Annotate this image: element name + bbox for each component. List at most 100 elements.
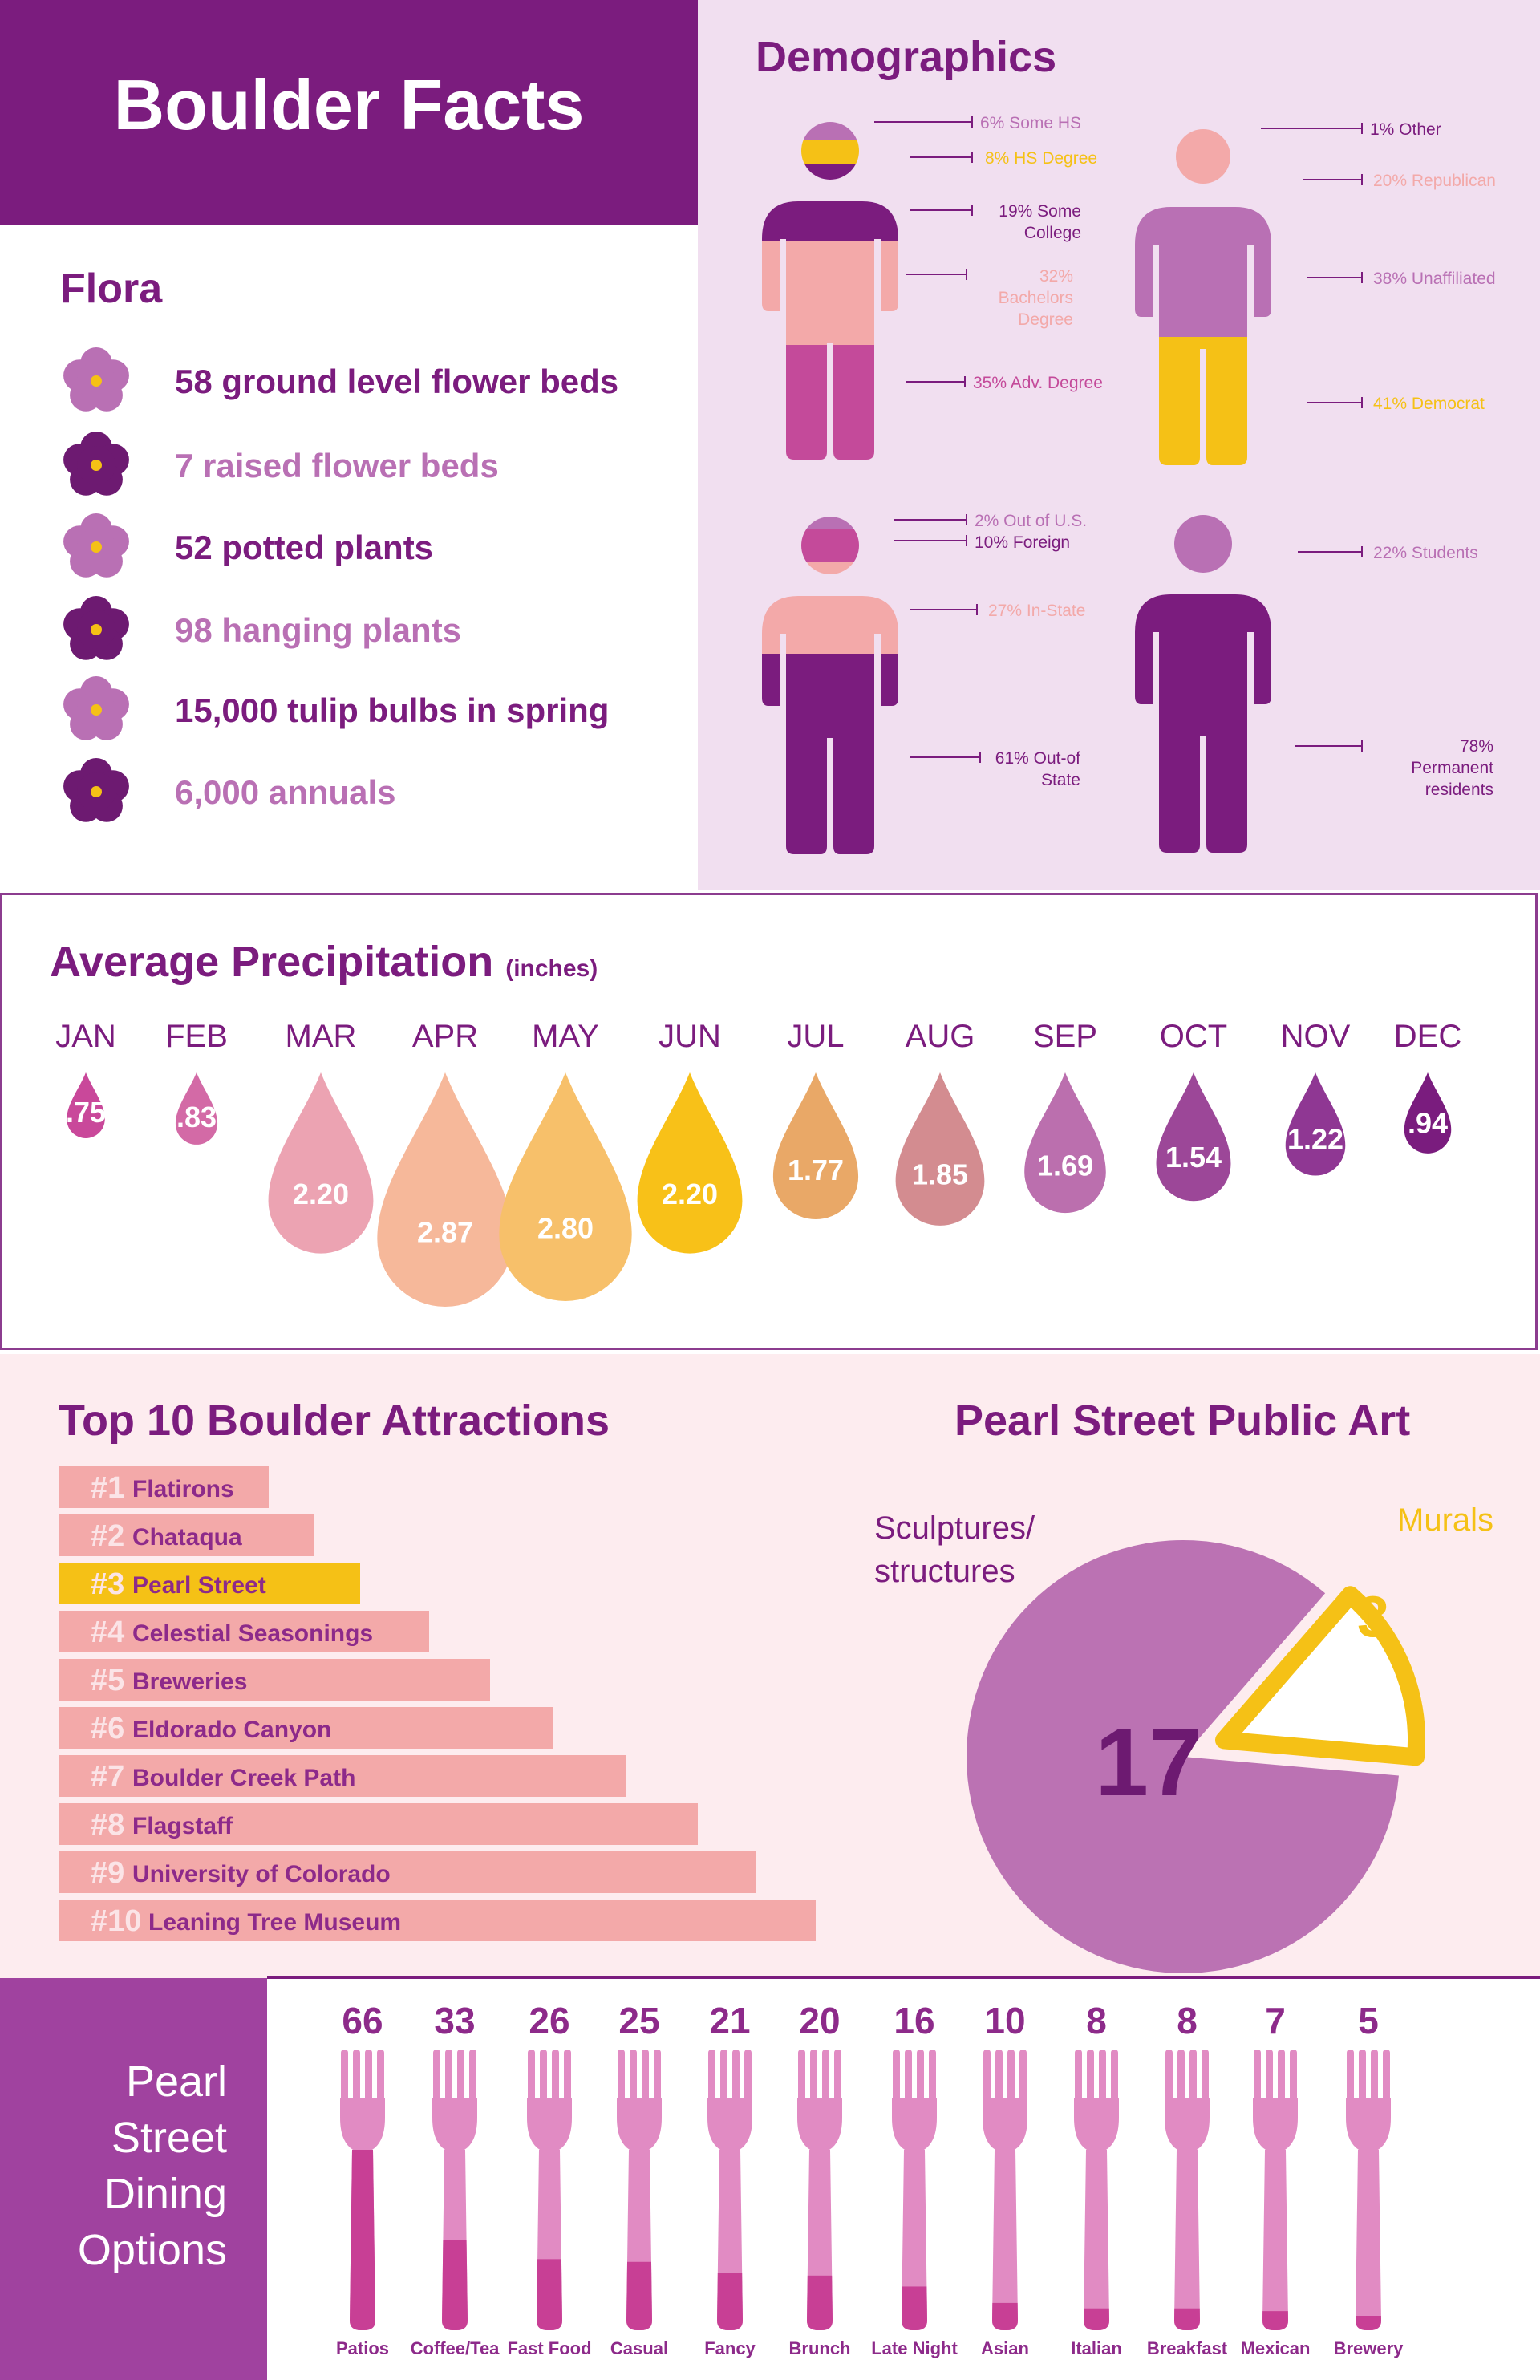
flora-item: 6,000 annuals — [60, 756, 686, 828]
flower-icon — [63, 513, 129, 578]
attraction-rank: #10 — [91, 1904, 142, 1938]
precip-drop: MAR 2.20 — [268, 1019, 374, 1254]
drop-shape — [772, 1072, 859, 1220]
demographic-label: 78% Permanent residents — [1411, 737, 1493, 799]
fork-count: 16 — [894, 2000, 934, 2041]
attraction-rank: #7 — [91, 1760, 125, 1794]
drop-shape — [637, 1072, 743, 1254]
month-label: SEP — [1033, 1019, 1097, 1054]
demographic-label: 2% Out of U.S. — [975, 512, 1088, 530]
drop-shape — [67, 1072, 105, 1138]
month-label: JUN — [659, 1019, 721, 1054]
month-label: NOV — [1281, 1019, 1351, 1054]
precip-drop: JAN .75 — [55, 1019, 116, 1138]
dining-title-line: Street — [111, 2114, 227, 2162]
demographic-label: 8% HS Degree — [985, 149, 1098, 168]
demographic-label: 19% Some College — [999, 202, 1081, 242]
month-label: JUL — [787, 1019, 844, 1054]
fork-fill-level — [717, 2273, 743, 2330]
demographic-label: 61% Out-of State — [995, 749, 1080, 789]
pie-value-sculptures: 17 — [1095, 1709, 1202, 1816]
page-title: Boulder Facts — [113, 65, 585, 144]
attraction-bar: #4 Celestial Seasonings — [59, 1611, 429, 1652]
attraction-name: Leaning Tree Museum — [148, 1909, 402, 1936]
fork-fill-level — [1262, 2311, 1288, 2330]
flower-icon — [63, 432, 129, 496]
drop-value-label: 2.20 — [662, 1178, 718, 1210]
fork-label: Mexican — [1241, 2338, 1311, 2358]
fork-label: Coffee/Tea — [411, 2338, 500, 2358]
flora-item: 7 raised flower beds — [60, 429, 686, 501]
person-figure — [1135, 129, 1271, 465]
precipitation-chart: JAN .75 FEB .83 MAR 2.20 APR 2.87 MAY 2.80 JUN 2.20… — [55, 1019, 1461, 1307]
attraction-name: Celestial Seasonings — [132, 1620, 374, 1647]
precip-drop: NOV 1.22 — [1281, 1019, 1351, 1176]
flora-item-text: 15,000 tulip bulbs in spring — [175, 691, 610, 729]
demographic-label: 22% Students — [1373, 544, 1478, 562]
precip-drop: OCT 1.54 — [1156, 1019, 1231, 1202]
pie-label-murals: Murals — [1397, 1502, 1493, 1538]
attraction-name: Pearl Street — [132, 1572, 266, 1599]
fork-count: 25 — [618, 2000, 659, 2041]
demographic-label: 6% Some HS — [980, 114, 1082, 132]
person-figure — [762, 122, 898, 460]
demographic-label: 10% Foreign — [975, 533, 1071, 552]
month-label: DEC — [1394, 1019, 1461, 1054]
person-figure — [1135, 515, 1271, 853]
attraction-bar: #8 Flagstaff — [59, 1803, 698, 1845]
flora-item-text: 52 potted plants — [175, 529, 434, 566]
pie-slice-sculptures — [967, 1540, 1399, 1973]
fork-label: Fancy — [704, 2338, 756, 2358]
pie-slice-murals — [1214, 1586, 1425, 1766]
fork-count: 33 — [434, 2000, 475, 2041]
drop-value-label: 1.69 — [1037, 1149, 1093, 1182]
drop-shape — [1024, 1072, 1106, 1214]
fork-icon — [1346, 2050, 1391, 2330]
fork-icon — [617, 2050, 662, 2330]
attraction-rank: #5 — [91, 1664, 125, 1697]
drop-value-label: .75 — [66, 1096, 106, 1129]
fork-fill-level — [350, 2150, 375, 2330]
attraction-bar: #3 Pearl Street — [59, 1563, 360, 1604]
attraction-bar: #9 University of Colorado — [59, 1851, 756, 1893]
fork-count: 10 — [984, 2000, 1025, 2041]
flora-item-text: 6,000 annuals — [175, 773, 396, 811]
demographic-label: 38% Unaffiliated — [1373, 270, 1496, 288]
attraction-name: Breweries — [132, 1668, 248, 1695]
month-label: OCT — [1160, 1019, 1227, 1054]
precip-drop: APR 2.87 — [377, 1019, 513, 1307]
month-label: MAR — [286, 1019, 357, 1054]
fork-icon — [432, 2050, 477, 2330]
month-label: FEB — [165, 1019, 228, 1054]
fork-fill-level — [537, 2259, 562, 2330]
drop-shape — [175, 1072, 218, 1145]
attraction-rank: #9 — [91, 1856, 125, 1890]
flora-item-text: 7 raised flower beds — [175, 447, 499, 485]
attraction-bar: #5 Breweries — [59, 1659, 490, 1701]
fork-fill-level — [992, 2302, 1018, 2330]
month-label: AUG — [906, 1019, 975, 1054]
month-label: MAY — [532, 1019, 599, 1054]
demographics-figures — [762, 116, 1363, 854]
fork-count: 20 — [799, 2000, 840, 2041]
fork-label: Patios — [336, 2338, 389, 2358]
fork-count: 8 — [1177, 2000, 1198, 2041]
attraction-name: Chataqua — [132, 1524, 242, 1551]
attraction-bar: #6 Eldorado Canyon — [59, 1707, 553, 1749]
fork-icon — [707, 2050, 752, 2330]
flora-item: 58 ground level flower beds — [60, 345, 686, 417]
flower-icon — [63, 596, 129, 660]
flora-item: 98 hanging plants — [60, 594, 686, 666]
pie-value-murals: 3 — [1357, 1585, 1389, 1649]
precipitation-title-text: Average Precipitation — [50, 938, 494, 986]
fork-label: Italian — [1071, 2338, 1122, 2358]
fork-count: 8 — [1086, 2000, 1107, 2041]
fork-count: 5 — [1358, 2000, 1379, 2041]
public-art-pie-chart: 17 3 Sculptures/structures Murals — [874, 1502, 1493, 1973]
demographics-title: Demographics — [756, 33, 1057, 81]
fork-fill-level — [1174, 2308, 1200, 2330]
flower-icon — [63, 347, 129, 412]
dining-title-line: Dining — [103, 2170, 227, 2218]
pie-label-sculptures: structures — [874, 1554, 1015, 1589]
precip-drop: SEP 1.69 — [1024, 1019, 1106, 1214]
